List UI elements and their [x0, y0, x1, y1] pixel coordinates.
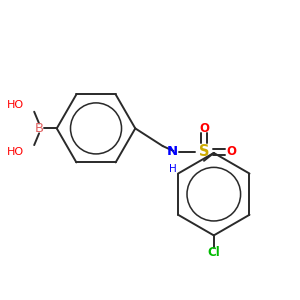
Text: O: O: [226, 146, 236, 158]
Text: N: N: [167, 146, 178, 158]
Text: B: B: [34, 122, 44, 135]
Text: HO: HO: [7, 147, 24, 157]
Text: H: H: [169, 164, 176, 174]
Text: Cl: Cl: [207, 246, 220, 259]
Text: HO: HO: [7, 100, 24, 110]
Text: S: S: [199, 145, 209, 160]
Text: O: O: [199, 122, 209, 135]
